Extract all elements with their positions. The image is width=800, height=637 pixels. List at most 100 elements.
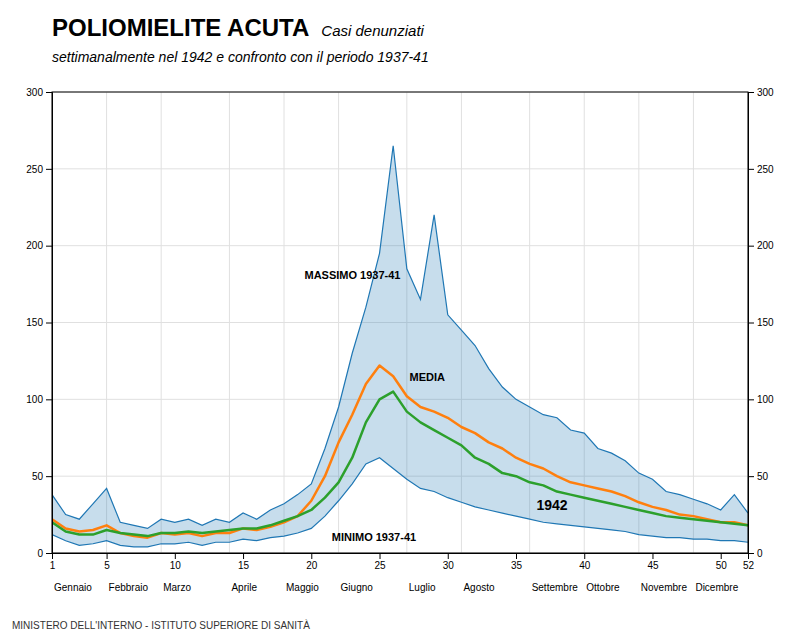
tick: 0 (37, 548, 52, 559)
annotation: MINIMO 1937-41 (332, 531, 416, 543)
tick-label: 150 (26, 317, 43, 328)
y2-axis: 0 50 100 150 200 250 300 (748, 87, 774, 559)
grid (52, 92, 748, 553)
tick: 45 (647, 553, 659, 571)
tick-label: 50 (32, 471, 44, 482)
tick-label: 100 (26, 394, 43, 405)
tick-label: 50 (716, 560, 728, 571)
grid-line (52, 168, 748, 169)
tick-mark (748, 92, 754, 93)
tick: 300 (748, 87, 774, 98)
tick: 250 (26, 164, 52, 175)
tick-label: 300 (757, 87, 774, 98)
tick-mark (243, 553, 244, 559)
month-boundary (693, 92, 694, 553)
month-label: Ottobre (586, 582, 620, 593)
tick: 50 (32, 471, 52, 482)
footer: MINISTERO DELL'INTERNO - ISTITUTO SUPERI… (12, 619, 310, 631)
y-axis: 0 50 100 150 200 250 300 (26, 87, 52, 559)
tick: 100 (26, 394, 52, 405)
tick-mark (748, 323, 754, 324)
tick-label: 10 (170, 560, 182, 571)
month-label: Dicembre (695, 582, 738, 593)
annotation: MEDIA (410, 371, 446, 383)
tick-label: 200 (26, 240, 43, 251)
tick: 5 (104, 553, 110, 571)
tick: 150 (748, 317, 774, 328)
tick-mark (748, 553, 754, 554)
plot-frame (52, 92, 748, 553)
tick-label: 50 (757, 471, 769, 482)
tick-mark (46, 323, 52, 324)
tick-mark (516, 553, 517, 559)
tick: 25 (374, 553, 386, 571)
tick-mark (311, 553, 312, 559)
month-labels: GennaioFebbraioMarzoAprileMaggioGiugnoLu… (54, 582, 739, 593)
tick: 40 (579, 553, 591, 571)
tick-mark (748, 476, 754, 477)
line (52, 392, 748, 536)
tick-label: 100 (757, 394, 774, 405)
tick-label: 250 (757, 164, 774, 175)
month-label: Novembre (641, 582, 688, 593)
month-label: Luglio (409, 582, 436, 593)
tick-mark (748, 399, 754, 400)
tick-mark (652, 553, 653, 559)
tick-mark (748, 246, 754, 247)
tick: 30 (443, 553, 455, 571)
tick: 50 (748, 471, 769, 482)
month-boundary (106, 92, 107, 553)
tick-label: 35 (511, 560, 523, 571)
tick-label: 15 (238, 560, 250, 571)
month-label: Giugno (341, 582, 374, 593)
tick-label: 40 (579, 560, 591, 571)
tick-label: 0 (37, 548, 43, 559)
month-label: Maggio (286, 582, 319, 593)
annotations: MASSIMO 1937-41 MEDIA MINIMO 1937-41 1942 (304, 269, 567, 542)
month-boundary (229, 92, 230, 553)
month-label: Settembre (532, 582, 579, 593)
tick: 10 (170, 553, 182, 571)
month-label: Marzo (163, 582, 191, 593)
tick-label: 300 (26, 87, 43, 98)
tick-mark (175, 553, 176, 559)
tick-mark (584, 553, 585, 559)
tick: 1 (50, 553, 56, 571)
tick-mark (448, 553, 449, 559)
band-upper-line (52, 146, 748, 529)
subtitle: settimanalmente nel 1942 e confronto con… (52, 49, 429, 65)
chart: POLIOMIELITE ACUTACasi denunziatisettima… (0, 0, 800, 637)
tick-label: 150 (757, 317, 774, 328)
axis-line (46, 93, 53, 554)
month-label: Agosto (463, 582, 495, 593)
range-band (52, 146, 748, 547)
tick-label: 20 (306, 560, 318, 571)
tick: 20 (306, 553, 318, 571)
tick-label: 5 (104, 560, 110, 571)
tick-label: 30 (443, 560, 455, 571)
tick-label: 250 (26, 164, 43, 175)
tick: 200 (748, 240, 774, 251)
month-boundary (161, 92, 162, 553)
month-boundary (284, 92, 285, 553)
tick-label: 45 (647, 560, 659, 571)
axis-line (749, 93, 755, 554)
tick: 300 (26, 87, 52, 98)
tick: 0 (748, 548, 763, 559)
tick: 52 (743, 553, 755, 571)
tick: 150 (26, 317, 52, 328)
month-label: Aprile (231, 582, 257, 593)
annotation: MASSIMO 1937-41 (304, 269, 400, 281)
tick-mark (107, 553, 108, 559)
tick-label: 52 (743, 560, 755, 571)
tick-label: 200 (757, 240, 774, 251)
x-axis: 1510152025303540455052 (50, 553, 755, 571)
tick-label: 0 (757, 548, 763, 559)
annotation: 1942 (536, 497, 567, 513)
tick-mark (46, 169, 52, 170)
tick-mark (721, 553, 722, 559)
month-label: Gennaio (54, 582, 92, 593)
tick-mark (380, 553, 381, 559)
tick-mark (46, 553, 52, 554)
tick-label: 25 (374, 560, 386, 571)
